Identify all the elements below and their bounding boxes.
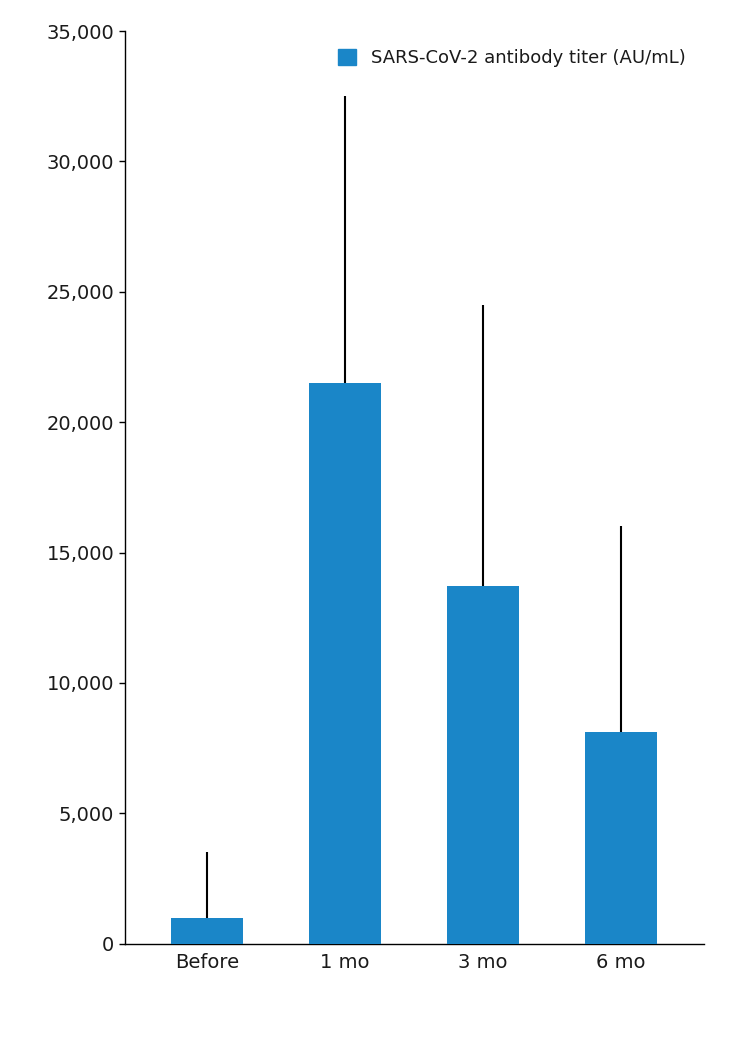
Bar: [309, 383, 381, 944]
Bar: [172, 918, 243, 944]
Legend: SARS-CoV-2 antibody titer (AU/mL): SARS-CoV-2 antibody titer (AU/mL): [329, 40, 695, 77]
Bar: [447, 587, 519, 944]
Bar: [585, 732, 657, 944]
